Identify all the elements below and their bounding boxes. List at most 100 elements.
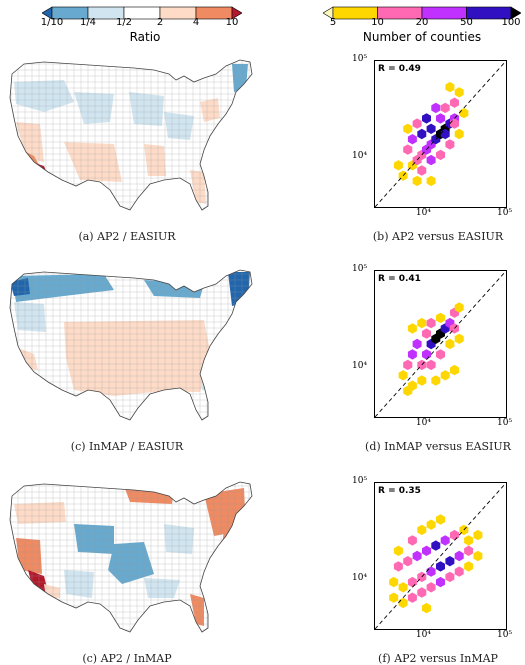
hexbin-cell bbox=[426, 519, 436, 530]
map-outline bbox=[9, 269, 253, 421]
hexbin-cell bbox=[426, 582, 436, 593]
ratio-colorbar-bar bbox=[42, 6, 242, 20]
hexbin-cell bbox=[426, 317, 436, 329]
hexbin-cell bbox=[431, 540, 441, 551]
hexbin-cell bbox=[454, 128, 464, 140]
hexbin-cell bbox=[426, 359, 436, 371]
hexbin-svg bbox=[375, 61, 506, 207]
x-tick-label: 10⁵ bbox=[497, 630, 513, 640]
count-colorbar-tick: 10 bbox=[371, 17, 384, 28]
ratio-region bbox=[12, 274, 114, 302]
hexbin-cell bbox=[436, 312, 445, 324]
ratio-region bbox=[64, 570, 94, 598]
hexbin-svg bbox=[375, 483, 506, 629]
count-colorbar-bar bbox=[323, 6, 521, 20]
y-tick-label: 10⁴ bbox=[352, 360, 368, 371]
hexbin-cell bbox=[422, 349, 431, 360]
hexbin-cell bbox=[398, 582, 408, 593]
hexbin-cell bbox=[426, 123, 436, 134]
plot-caption: (d) InMAP versus EASIUR bbox=[365, 440, 511, 453]
hexbin-cell bbox=[407, 576, 417, 588]
y-tick-label: 10⁴ bbox=[352, 150, 368, 161]
x-tick-label: 10⁵ bbox=[497, 418, 513, 428]
hexbin-cell bbox=[436, 561, 445, 572]
hexbin-cell bbox=[454, 550, 464, 562]
ratio-colorbar-tick: 1/10 bbox=[40, 17, 64, 28]
count-colorbar-tick: 5 bbox=[329, 17, 337, 28]
hexbin-cell bbox=[422, 113, 431, 124]
hexbin-cell bbox=[431, 102, 441, 114]
count-colorbar-tick: 20 bbox=[415, 17, 429, 28]
hexbin-cell bbox=[403, 123, 413, 134]
hexbin-cell bbox=[436, 576, 445, 588]
ratio-region bbox=[202, 358, 214, 392]
hexbin-cell bbox=[407, 349, 417, 360]
hexbin-cell bbox=[403, 556, 413, 567]
hexbin-cell bbox=[436, 349, 445, 360]
count-colorbar: 5 10 20 50 100 Number of counties bbox=[323, 6, 521, 46]
map-caption: (c) InMAP / EASIUR bbox=[70, 440, 184, 453]
hexbin-cell bbox=[412, 338, 422, 350]
hexbin-cell bbox=[440, 370, 450, 381]
hexbin-cell bbox=[454, 333, 464, 344]
one-to-one-line bbox=[375, 61, 506, 207]
one-to-one-line bbox=[375, 483, 506, 629]
ratio-colorbar-tick: 10 bbox=[225, 17, 239, 28]
hexbin-cell bbox=[407, 323, 417, 334]
hexbin-cell bbox=[422, 328, 431, 339]
hexbin-cell bbox=[450, 529, 459, 541]
hexbin-cell bbox=[398, 370, 408, 381]
hexbin-cell bbox=[393, 545, 403, 556]
hexbin-cell bbox=[450, 364, 459, 376]
correlation-label: R = 0.49 bbox=[378, 64, 421, 74]
hexbin-cell bbox=[422, 602, 431, 614]
ratio-colorbar-tick: 4 bbox=[192, 17, 200, 28]
hexbin-cell bbox=[393, 561, 403, 572]
x-tick-label: 10⁵ bbox=[497, 208, 513, 218]
plot-caption: (b) AP2 versus EASIUR bbox=[372, 230, 504, 243]
one-to-one-line bbox=[375, 271, 506, 417]
hexbin-cell bbox=[398, 597, 408, 609]
count-colorbar-title: Number of counties bbox=[362, 30, 482, 44]
hexbin-cell bbox=[407, 535, 417, 546]
hexbin-cell bbox=[454, 566, 464, 577]
hexbin-scatter-plot bbox=[374, 482, 507, 630]
ratio-arrow-right bbox=[231, 6, 242, 20]
ratio-colorbar-tick: 1/2 bbox=[115, 17, 133, 28]
hexbin-cell bbox=[417, 587, 427, 598]
ratio-colorbar: 1/10 1/4 1/2 2 4 10 Ratio bbox=[40, 6, 242, 46]
hexbin-cell bbox=[445, 338, 455, 350]
hexbin-cell bbox=[459, 107, 469, 119]
ratio-region bbox=[200, 98, 220, 122]
ratio-region bbox=[129, 92, 164, 126]
map-outline bbox=[9, 59, 253, 211]
hexbin-scatter-plot bbox=[374, 270, 507, 418]
ratio-region bbox=[14, 302, 46, 332]
correlation-label: R = 0.35 bbox=[378, 486, 421, 496]
hexbin-cell bbox=[403, 385, 413, 397]
hexbin-cell bbox=[440, 102, 450, 114]
hexbin-cell bbox=[440, 535, 450, 546]
hexbin-scatter-plot bbox=[374, 60, 507, 208]
x-tick-label: 10⁴ bbox=[415, 208, 431, 218]
ratio-region bbox=[16, 538, 42, 574]
ratio-region bbox=[74, 524, 114, 554]
hexbin-cell bbox=[417, 524, 427, 536]
hexbin-cell bbox=[407, 134, 417, 145]
hexbin-cell bbox=[412, 550, 422, 562]
hexbin-cell bbox=[389, 592, 399, 603]
hexbin-cell bbox=[473, 550, 483, 562]
hexbin-cell bbox=[464, 561, 474, 572]
us-ratio-map bbox=[9, 269, 253, 421]
hexbin-cell bbox=[389, 576, 399, 588]
hexbin-cell bbox=[454, 87, 464, 98]
hexbin-cell bbox=[445, 81, 455, 93]
y-tick-label: 10⁵ bbox=[352, 54, 368, 64]
ratio-colorbar-tick: 1/4 bbox=[79, 17, 97, 28]
ratio-region bbox=[14, 502, 66, 524]
ratio-region bbox=[190, 170, 206, 204]
hexbin-cell bbox=[445, 556, 455, 567]
ratio-colorbar-tick: 2 bbox=[156, 17, 164, 28]
us-ratio-map bbox=[9, 59, 253, 211]
hexbin-cell bbox=[412, 118, 422, 129]
